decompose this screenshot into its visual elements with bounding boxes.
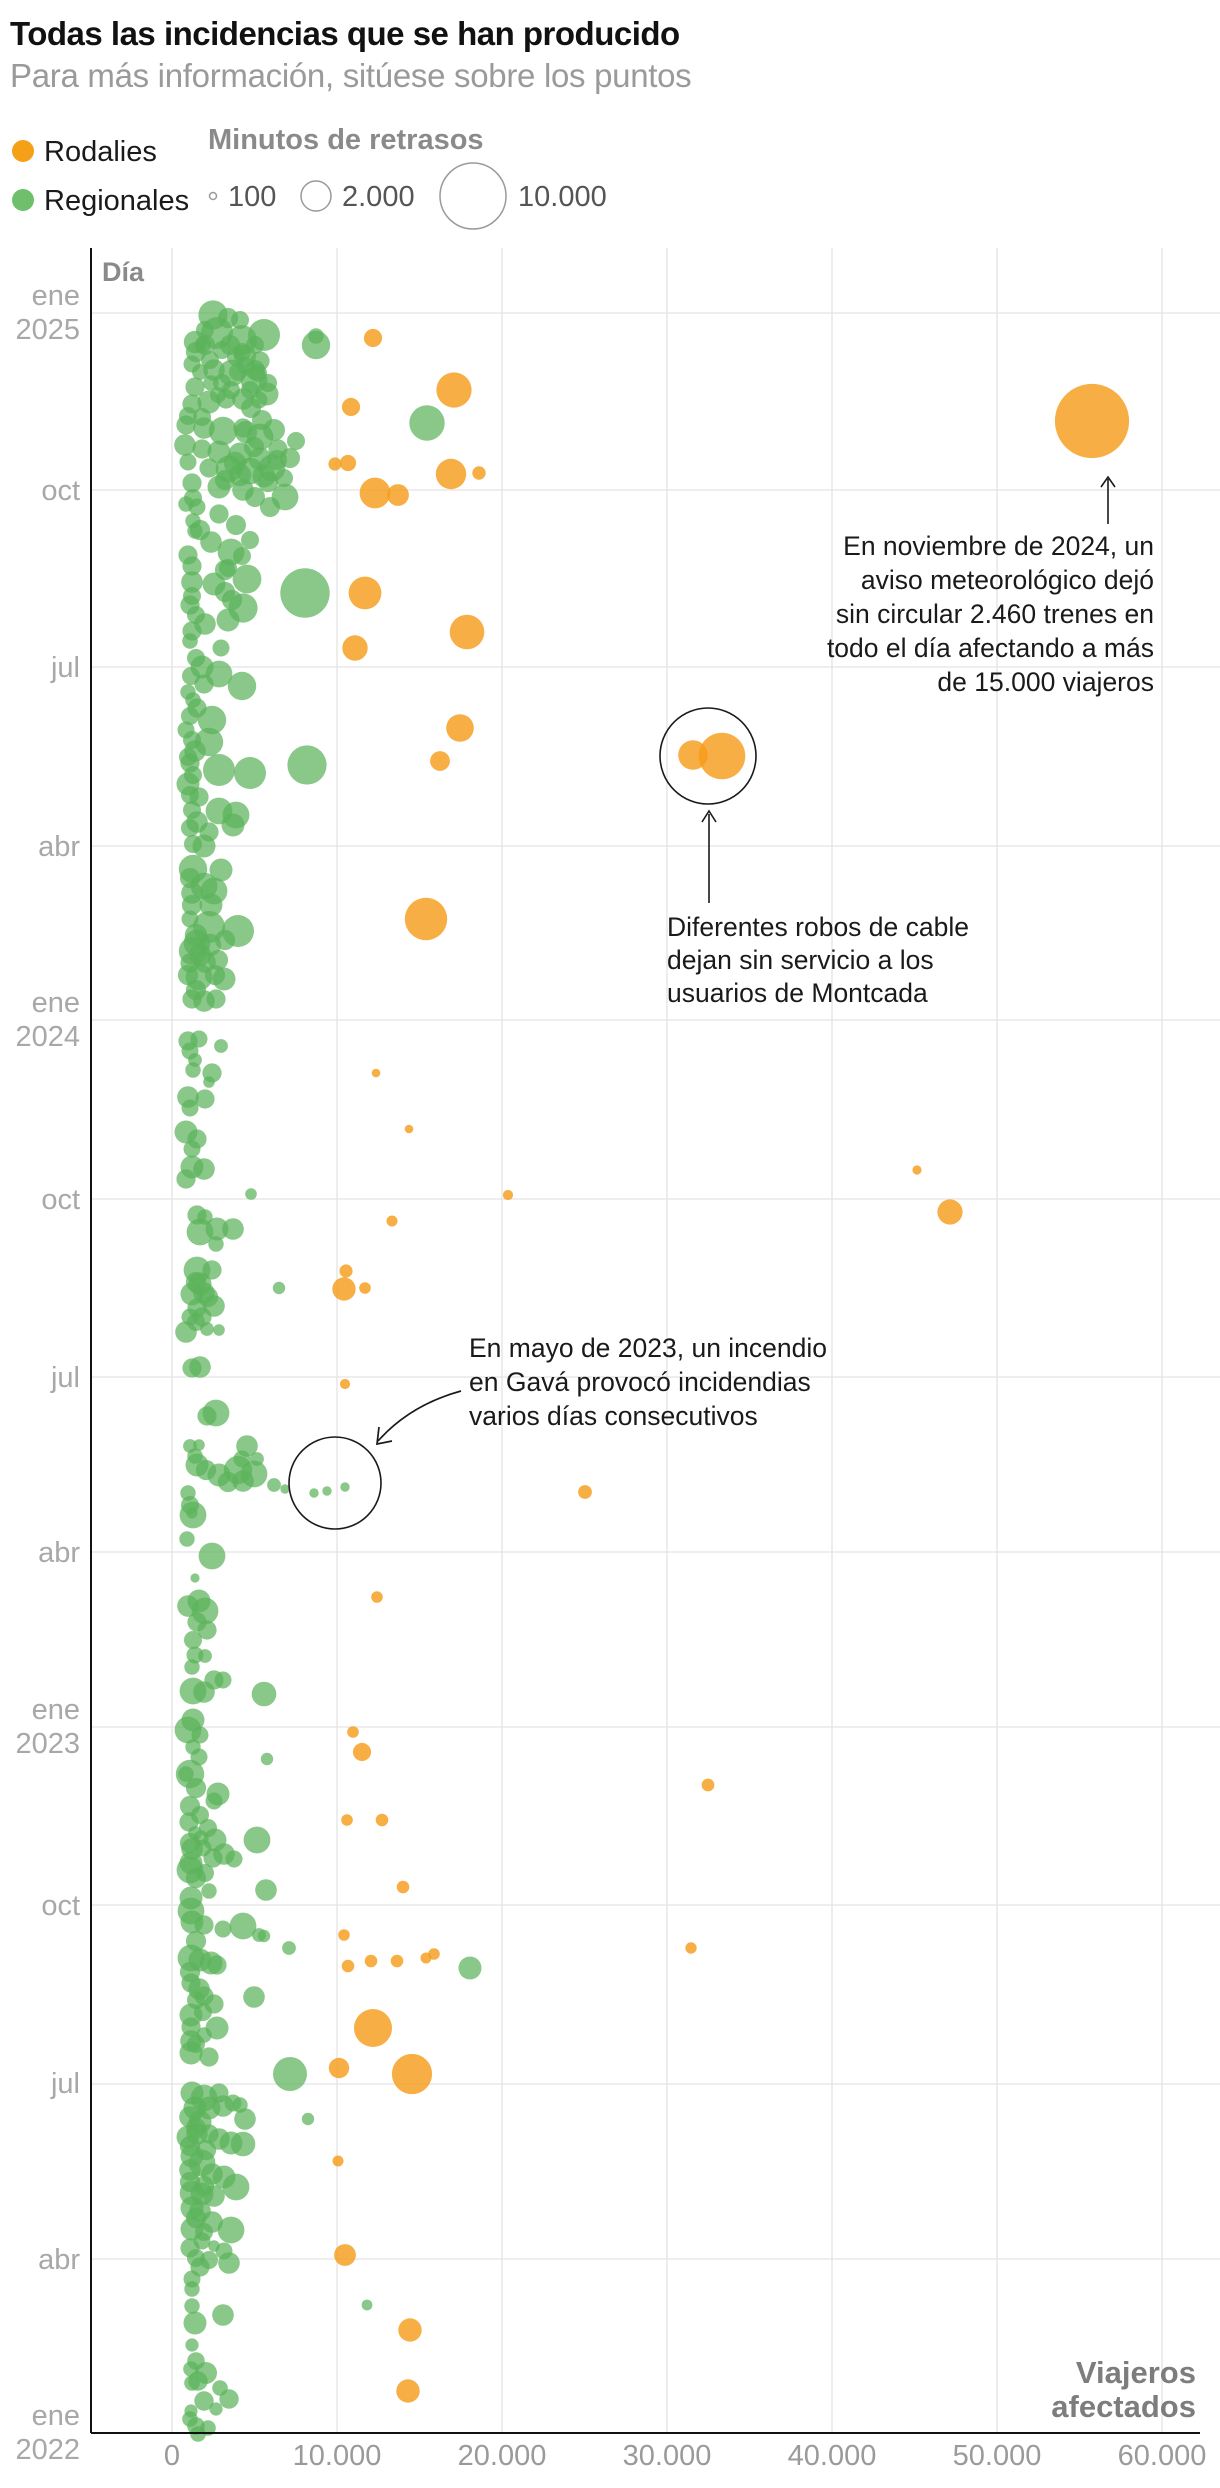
svg-text:todo el día afectando a más: todo el día afectando a más bbox=[827, 633, 1154, 663]
svg-text:varios días consecutivos: varios días consecutivos bbox=[469, 1401, 758, 1431]
svg-text:abr: abr bbox=[38, 2244, 80, 2276]
svg-text:30.000: 30.000 bbox=[623, 2440, 712, 2472]
svg-text:En mayo de 2023, un incendio: En mayo de 2023, un incendio bbox=[469, 1333, 827, 1363]
svg-text:ene: ene bbox=[32, 1694, 80, 1726]
svg-text:50.000: 50.000 bbox=[953, 2440, 1042, 2472]
svg-text:10.000: 10.000 bbox=[293, 2440, 382, 2472]
svg-text:jul: jul bbox=[50, 652, 80, 684]
svg-text:Regionales: Regionales bbox=[44, 185, 189, 217]
svg-text:de 15.000 viajeros: de 15.000 viajeros bbox=[937, 667, 1154, 697]
svg-text:oct: oct bbox=[41, 1890, 80, 1922]
svg-text:oct: oct bbox=[41, 1184, 80, 1216]
svg-text:2.000: 2.000 bbox=[342, 181, 415, 213]
svg-text:jul: jul bbox=[50, 2068, 80, 2100]
svg-text:en Gavá provocó incidendias: en Gavá provocó incidendias bbox=[469, 1367, 811, 1397]
svg-text:dejan sin servicio a los: dejan sin servicio a los bbox=[667, 945, 934, 975]
svg-text:Día: Día bbox=[102, 257, 145, 287]
svg-text:ene: ene bbox=[32, 987, 80, 1019]
svg-text:10.000: 10.000 bbox=[518, 181, 607, 213]
svg-text:Minutos de retrasos: Minutos de retrasos bbox=[208, 124, 484, 156]
svg-text:ene: ene bbox=[32, 280, 80, 312]
svg-text:2023: 2023 bbox=[15, 1728, 80, 1760]
svg-text:jul: jul bbox=[50, 1362, 80, 1394]
svg-text:Diferentes robos de cable: Diferentes robos de cable bbox=[667, 912, 969, 942]
svg-text:usuarios de Montcada: usuarios de Montcada bbox=[667, 978, 928, 1008]
svg-text:Rodalies: Rodalies bbox=[44, 136, 157, 168]
svg-text:Para más información, sitúese: Para más información, sitúese sobre los … bbox=[10, 57, 691, 94]
svg-text:Viajeros: Viajeros bbox=[1076, 2355, 1196, 2390]
svg-text:0: 0 bbox=[164, 2440, 180, 2472]
svg-text:En noviembre de 2024, un: En noviembre de 2024, un bbox=[843, 531, 1154, 561]
svg-text:ene: ene bbox=[32, 2400, 80, 2432]
svg-text:60.000: 60.000 bbox=[1118, 2440, 1207, 2472]
svg-text:2022: 2022 bbox=[15, 2434, 80, 2466]
svg-text:2025: 2025 bbox=[15, 314, 80, 346]
svg-text:aviso meteorológico dejó: aviso meteorológico dejó bbox=[861, 565, 1154, 595]
svg-text:40.000: 40.000 bbox=[788, 2440, 877, 2472]
svg-text:20.000: 20.000 bbox=[458, 2440, 547, 2472]
svg-text:abr: abr bbox=[38, 831, 80, 863]
svg-text:abr: abr bbox=[38, 1537, 80, 1569]
svg-text:Todas las incidencias que se h: Todas las incidencias que se han produci… bbox=[10, 15, 680, 52]
svg-text:afectados: afectados bbox=[1051, 2389, 1196, 2424]
svg-text:100: 100 bbox=[228, 181, 276, 213]
svg-text:sin circular 2.460 trenes en: sin circular 2.460 trenes en bbox=[836, 599, 1154, 629]
svg-text:oct: oct bbox=[41, 475, 80, 507]
svg-text:2024: 2024 bbox=[15, 1021, 80, 1053]
